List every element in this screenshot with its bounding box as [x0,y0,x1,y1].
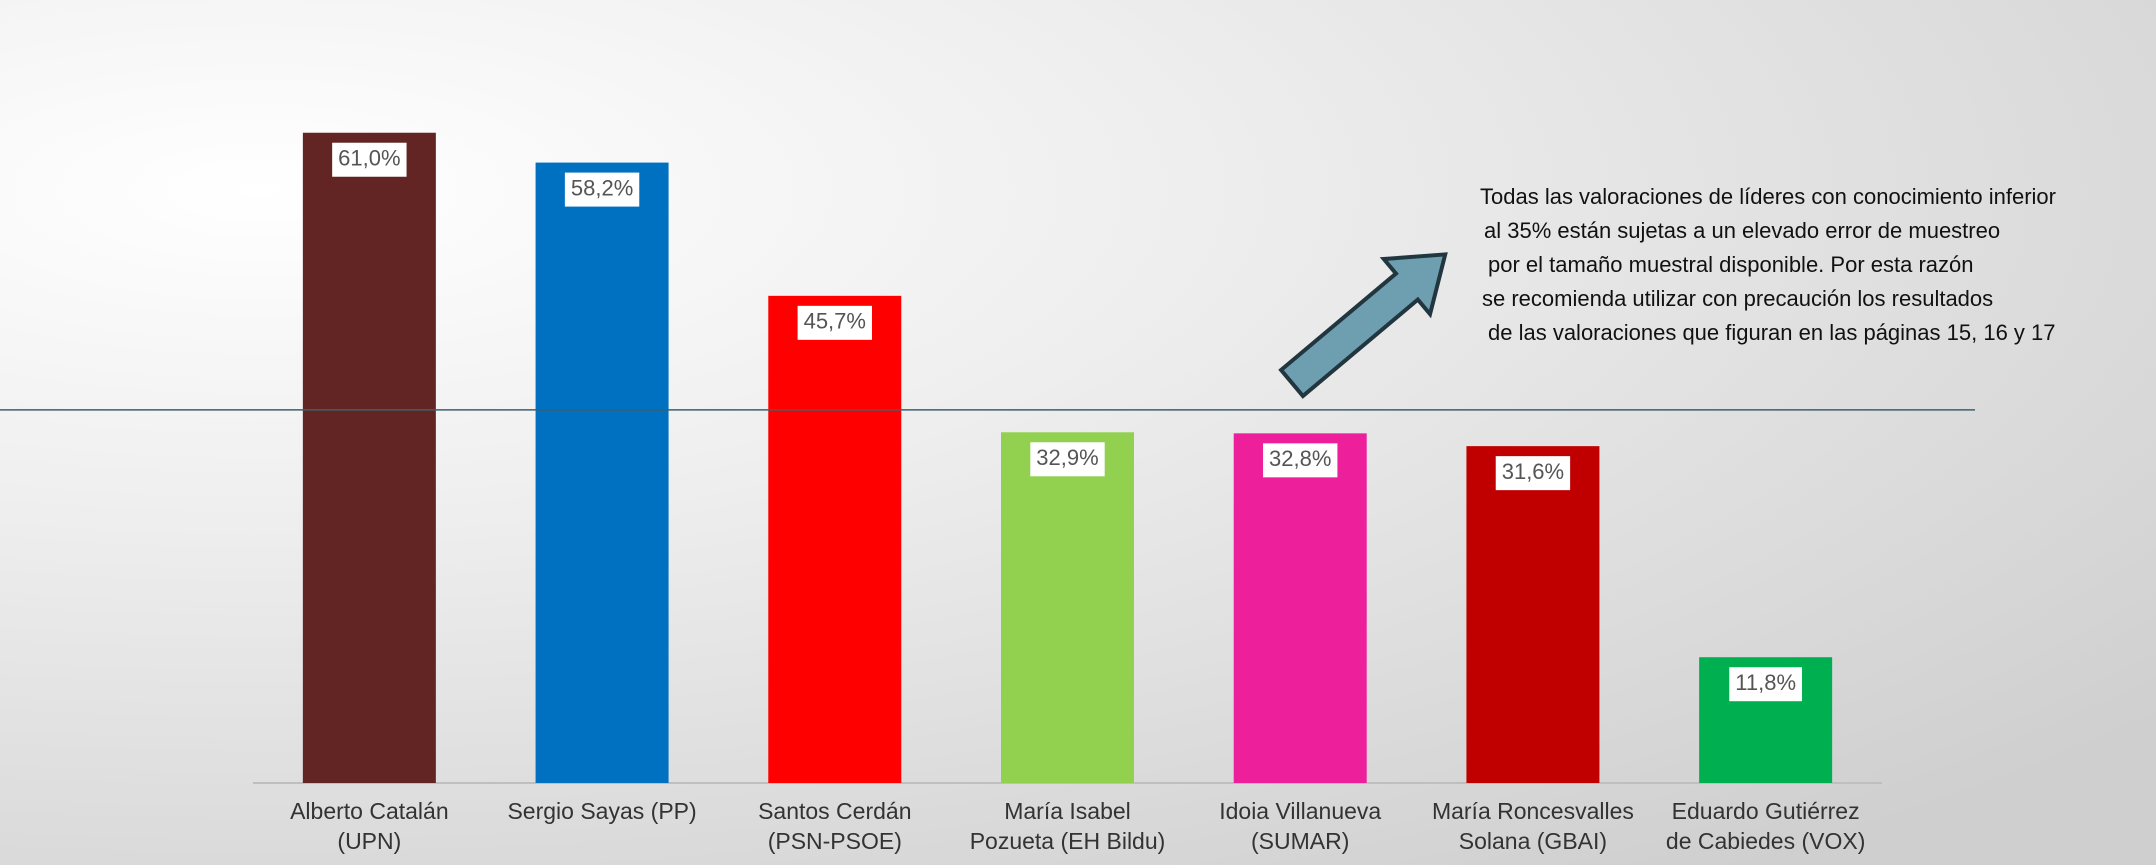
x-tick-label: (PSN-PSOE) [768,828,902,854]
arrow-shape [1278,252,1448,399]
annotation-line: de las valoraciones que figuran en las p… [1488,320,2056,345]
x-tick-label: Alberto Catalán [290,798,449,824]
bar [535,162,669,783]
x-tick-label: (UPN) [337,828,401,854]
value-label-box [1729,667,1803,702]
bar [1001,432,1134,783]
x-tick-label: de Cabiedes (VOX) [1666,828,1865,854]
annotation-line: por el tamaño muestral disponible. Por e… [1488,252,1973,277]
annotation-line: se recomienda utilizar con precaución lo… [1482,286,1993,311]
value-label: 45,7% [804,309,866,334]
arrow [1278,252,1448,399]
annotation-line: al 35% están sujetas a un elevado error … [1484,218,2000,243]
value-label-box [332,142,407,177]
value-label-box [1495,456,1571,491]
value-label: 32,8% [1269,446,1331,471]
annotation-line: Todas las valoraciones de líderes con co… [1480,184,2056,209]
x-tick-label: María Roncesvalles [1432,798,1634,824]
x-tick-label: Solana (GBAI) [1459,828,1607,854]
bar [302,132,436,784]
bar [1233,433,1367,783]
value-label-box [797,305,872,340]
x-tick-label: Santos Cerdán [758,798,911,824]
value-label: 11,8% [1735,670,1796,695]
value-label-box [1263,443,1338,478]
bar [768,295,902,783]
value-label: 31,6% [1502,459,1564,484]
value-label: 58,2% [571,175,633,200]
value-label: 61,0% [338,146,400,171]
x-tick-label: María Isabel [1004,798,1131,824]
bar [1466,446,1600,783]
x-tick-label: (SUMAR) [1251,828,1349,854]
value-label-box [1030,442,1105,477]
value-label: 32,9% [1036,445,1098,470]
x-tick-label: Eduardo Gutiérrez [1672,798,1860,824]
x-tick-label: Pozueta (EH Bildu) [970,828,1166,854]
x-tick-label: Idoia Villanueva [1219,798,1381,824]
x-tick-label: Sergio Sayas (PP) [507,798,696,824]
value-label-box [564,172,640,207]
